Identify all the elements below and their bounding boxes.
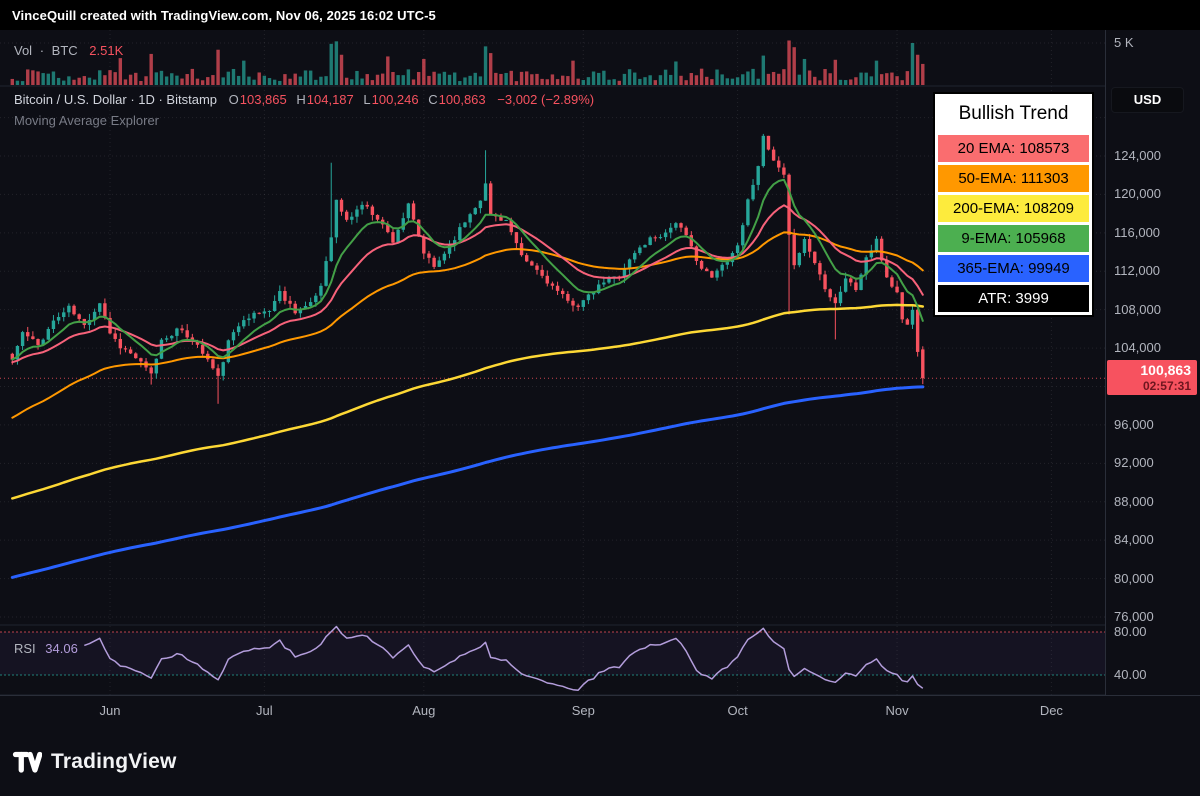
volume-separator: · xyxy=(39,43,45,58)
tradingview-logo-link[interactable]: TradingView xyxy=(12,748,177,776)
info-row: 9-EMA: 105968 xyxy=(938,225,1089,252)
price-tick: 116,000 xyxy=(1114,224,1161,240)
volume-label: Vol xyxy=(14,43,33,58)
month-label: Nov xyxy=(885,703,909,718)
chart-area: Vol · BTC 2.51K Bitcoin / U.S. Dollar · … xyxy=(0,30,1200,727)
trend-info-box: Bullish Trend 20 EMA: 108573 50-EMA: 1113… xyxy=(933,92,1094,317)
price-tick: 76,000 xyxy=(1114,609,1154,624)
volume-scale-label: 5 K xyxy=(1114,35,1134,50)
month-label: Jun xyxy=(99,703,121,718)
price-tick: 120,000 xyxy=(1114,186,1161,202)
high-value: 104,187 xyxy=(306,92,354,107)
time-axis[interactable]: Jun Jul Aug Sep Oct Nov Dec xyxy=(0,695,1200,727)
volume-symbol: BTC xyxy=(51,43,78,58)
price-tick: 80,000 xyxy=(1114,570,1154,586)
change-value: −3,002 (−2.89%) xyxy=(497,92,595,107)
tradingview-logo-icon xyxy=(12,751,42,773)
open-value: 103,865 xyxy=(239,92,287,107)
price-tick: 104,000 xyxy=(1114,340,1161,356)
last-price-value: 100,863 xyxy=(1140,362,1191,379)
rsi-tick: 80.00 xyxy=(1114,624,1147,639)
brand-name: TradingView xyxy=(51,749,177,773)
month-label: Jul xyxy=(256,703,273,718)
last-price-badge: 100,863 02:57:31 xyxy=(1107,360,1197,396)
price-tick: 124,000 xyxy=(1114,148,1161,163)
price-tick: 112,000 xyxy=(1114,263,1161,279)
rsi-label: RSI xyxy=(14,641,36,656)
open-label: O xyxy=(228,92,239,107)
price-scale[interactable]: 5 K USD 124,000 120,000 116,000 112,000 108,… xyxy=(1105,30,1200,695)
bar-countdown: 02:57:31 xyxy=(1142,379,1191,394)
rsi-legend[interactable]: RSI 34.06 xyxy=(14,641,78,656)
rsi-value: 34.06 xyxy=(45,641,78,656)
info-row: 50-EMA: 111303 xyxy=(938,165,1089,192)
info-row: 365-EMA: 99949 xyxy=(938,255,1089,282)
trend-rows: 20 EMA: 108573 50-EMA: 111303 200-EMA: 108… xyxy=(938,135,1089,312)
month-label: Oct xyxy=(727,703,748,718)
indicator-legend[interactable]: Moving Average Explorer xyxy=(14,113,159,128)
low-value: 100,246 xyxy=(371,92,419,107)
info-row: 200-EMA: 108209 xyxy=(938,195,1089,222)
attribution-bar: VinceQuill created with TradingView.com,… xyxy=(0,0,1200,30)
attribution-text: VinceQuill created with TradingView.com,… xyxy=(12,7,436,23)
chart-canvas[interactable] xyxy=(0,30,1105,695)
price-tick: 108,000 xyxy=(1114,301,1161,317)
price-tick: 84,000 xyxy=(1114,532,1154,548)
price-tick: 92,000 xyxy=(1114,455,1154,471)
currency-button[interactable]: USD xyxy=(1111,87,1184,113)
rsi-tick: 40.00 xyxy=(1114,667,1147,682)
month-label: Dec xyxy=(1039,703,1063,718)
price-tick: 96,000 xyxy=(1114,416,1154,432)
close-label: C xyxy=(428,92,438,107)
indicator-name: Moving Average Explorer xyxy=(14,113,160,128)
symbol-title: Bitcoin / U.S. Dollar · 1D · Bitstamp xyxy=(14,92,217,107)
info-row: ATR: 3999 xyxy=(938,285,1089,312)
info-row: 20 EMA: 108573 xyxy=(938,135,1089,162)
symbol-legend[interactable]: Bitcoin / U.S. Dollar · 1D · Bitstamp O1… xyxy=(14,92,594,107)
high-label: H xyxy=(296,92,306,107)
volume-value: 2.51K xyxy=(89,43,124,58)
volume-legend[interactable]: Vol · BTC 2.51K xyxy=(14,43,123,58)
month-label: Sep xyxy=(571,703,595,718)
month-label: Aug xyxy=(412,703,436,718)
close-value: 100,863 xyxy=(438,92,486,107)
footer: TradingView xyxy=(0,727,1200,796)
price-tick: 88,000 xyxy=(1114,493,1154,509)
low-label: L xyxy=(363,92,371,107)
trend-title: Bullish Trend xyxy=(958,103,1069,124)
